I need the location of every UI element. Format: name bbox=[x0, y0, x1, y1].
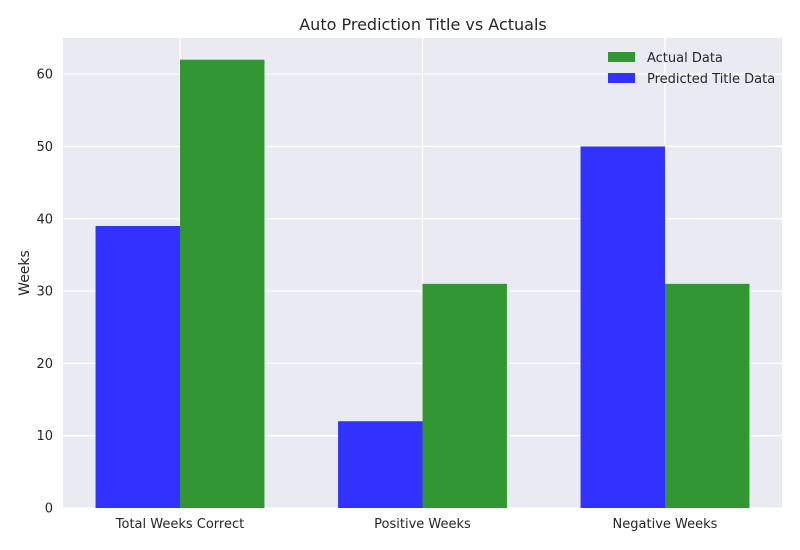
y-axis-label: Weeks bbox=[17, 250, 33, 296]
legend-swatch bbox=[608, 52, 635, 62]
bar-actual-1 bbox=[422, 283, 507, 508]
legend-swatch bbox=[608, 73, 635, 83]
y-tick-label: 50 bbox=[36, 140, 53, 155]
bar-actual-2 bbox=[664, 283, 750, 508]
y-axis-ticks: 0 10 20 30 40 50 60 bbox=[36, 68, 53, 517]
x-tick-label: Positive Weeks bbox=[374, 517, 471, 532]
y-tick-label: 30 bbox=[36, 285, 53, 300]
legend-label: Actual Data bbox=[647, 51, 723, 66]
y-tick-label: 40 bbox=[36, 212, 53, 227]
y-tick-label: 20 bbox=[36, 357, 53, 372]
bar-predicted-0 bbox=[95, 226, 180, 508]
x-axis-ticks: Total Weeks Correct Positive Weeks Negativ… bbox=[115, 517, 718, 532]
bar-actual-0 bbox=[180, 59, 265, 508]
bars bbox=[95, 59, 750, 508]
y-tick-label: 60 bbox=[36, 68, 53, 83]
legend: Actual Data Predicted Title Data bbox=[608, 51, 775, 87]
bar-predicted-2 bbox=[580, 146, 665, 508]
x-tick-label: Negative Weeks bbox=[613, 517, 718, 532]
legend-label: Predicted Title Data bbox=[647, 72, 775, 87]
y-tick-label: 0 bbox=[45, 502, 53, 517]
chart-title: Auto Prediction Title vs Actuals bbox=[299, 15, 547, 34]
y-tick-label: 10 bbox=[36, 429, 53, 444]
x-tick-label: Total Weeks Correct bbox=[115, 517, 244, 532]
bar-predicted-1 bbox=[338, 421, 423, 508]
